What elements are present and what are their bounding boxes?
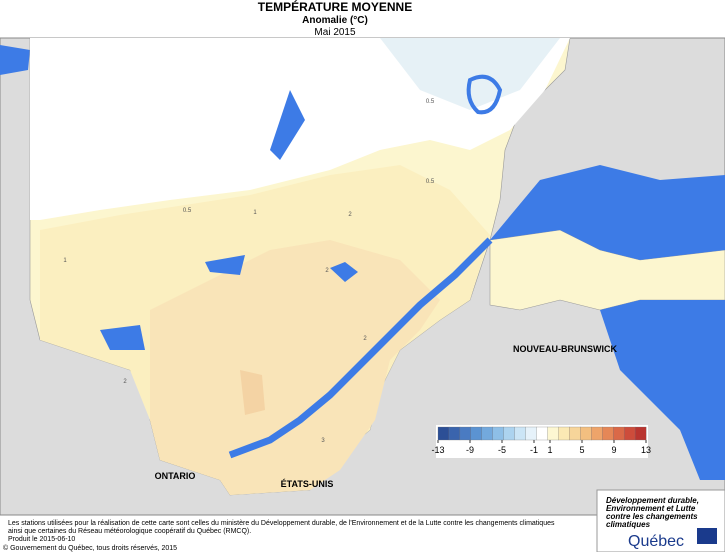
region-labels: ONTARIO ÉTATS-UNIS NOUVEAU-BRUNSWICK	[155, 344, 618, 489]
footer: Les stations utilisées pour la réalisati…	[3, 520, 555, 552]
footer-note: ainsi que certaines du Réseau météorolog…	[8, 528, 251, 535]
legend-swatch	[525, 426, 537, 441]
legend-swatch	[591, 426, 603, 441]
legend: -13 -9 -5 -1 1 5 9 13	[431, 425, 651, 458]
lake	[205, 255, 245, 275]
lake	[270, 90, 305, 160]
contour-label: 2	[363, 336, 367, 342]
contour-labels: 0.5 0.5 0.5 1 1 2 2 2 2 3	[63, 99, 435, 444]
contour-label: 0.5	[183, 208, 192, 214]
logo-flag	[697, 528, 717, 544]
gulf-south	[600, 300, 725, 480]
legend-swatch	[558, 426, 570, 441]
water	[0, 45, 30, 75]
legend-tick-label: -1	[530, 445, 538, 455]
legend-tick-label: 5	[579, 445, 584, 455]
contour-label: 1	[63, 258, 67, 264]
legend-swatch	[634, 426, 647, 441]
reservoir	[466, 74, 503, 115]
subtitle: Anomalie (°C)	[302, 15, 368, 26]
footer-copyright: © Gouvernement du Québec, tous droits ré…	[3, 544, 177, 552]
legend-tick-label: -13	[431, 445, 444, 455]
legend-tick-label: 1	[547, 445, 552, 455]
logo: Développement durable, Environnement et …	[596, 489, 725, 553]
legend-swatch	[569, 426, 581, 441]
title: TEMPÉRATURE MOYENNE	[258, 0, 412, 14]
legend-swatch	[448, 426, 461, 441]
legend-swatch	[503, 426, 515, 441]
legend-tick-label: 13	[641, 445, 651, 455]
legend-tick-label: -9	[466, 445, 474, 455]
footer-produced: Produit le 2015-06-10	[8, 536, 75, 543]
legend-swatch	[580, 426, 592, 441]
legend-swatch	[623, 426, 636, 441]
legend-swatch	[514, 426, 526, 441]
logo-line: contre les changements	[606, 512, 698, 521]
contour-label: 0.5	[426, 179, 435, 185]
lake	[100, 325, 145, 350]
contour-label: 0.5	[426, 99, 435, 105]
gulf	[490, 165, 725, 260]
lake	[330, 262, 358, 282]
region-label: ONTARIO	[155, 471, 196, 481]
contour-label: 2	[123, 379, 127, 385]
footer-note: Les stations utilisées pour la réalisati…	[8, 520, 555, 527]
contour-label: 2	[325, 268, 329, 274]
legend-swatch	[470, 426, 483, 441]
legend-swatch	[613, 426, 625, 441]
contour-label: 2	[348, 212, 352, 218]
legend-swatch	[437, 426, 450, 441]
legend-swatch	[481, 426, 494, 441]
legend-swatch	[492, 426, 505, 441]
region-label: ÉTATS-UNIS	[281, 479, 334, 489]
contour-label: 3	[321, 438, 325, 444]
zone-warmer	[150, 240, 440, 495]
legend-tick-label: -5	[498, 445, 506, 455]
zone-cold	[380, 38, 560, 110]
region-label: NOUVEAU-BRUNSWICK	[513, 344, 617, 354]
contour-label: 1	[253, 210, 257, 216]
logo-line: Développement durable,	[606, 496, 699, 505]
st-lawrence	[228, 237, 493, 459]
zone-hot	[240, 370, 265, 415]
logo-name: Québec	[628, 533, 684, 550]
date: Mai 2015	[314, 27, 356, 38]
legend-swatch	[547, 426, 559, 441]
legend-swatch	[536, 426, 548, 441]
legend-tick-label: 9	[611, 445, 616, 455]
map	[0, 37, 725, 516]
logo-line: Environnement et Lutte	[606, 504, 696, 513]
logo-line: climatiques	[606, 520, 651, 529]
legend-swatch	[459, 426, 472, 441]
legend-swatch	[602, 426, 614, 441]
